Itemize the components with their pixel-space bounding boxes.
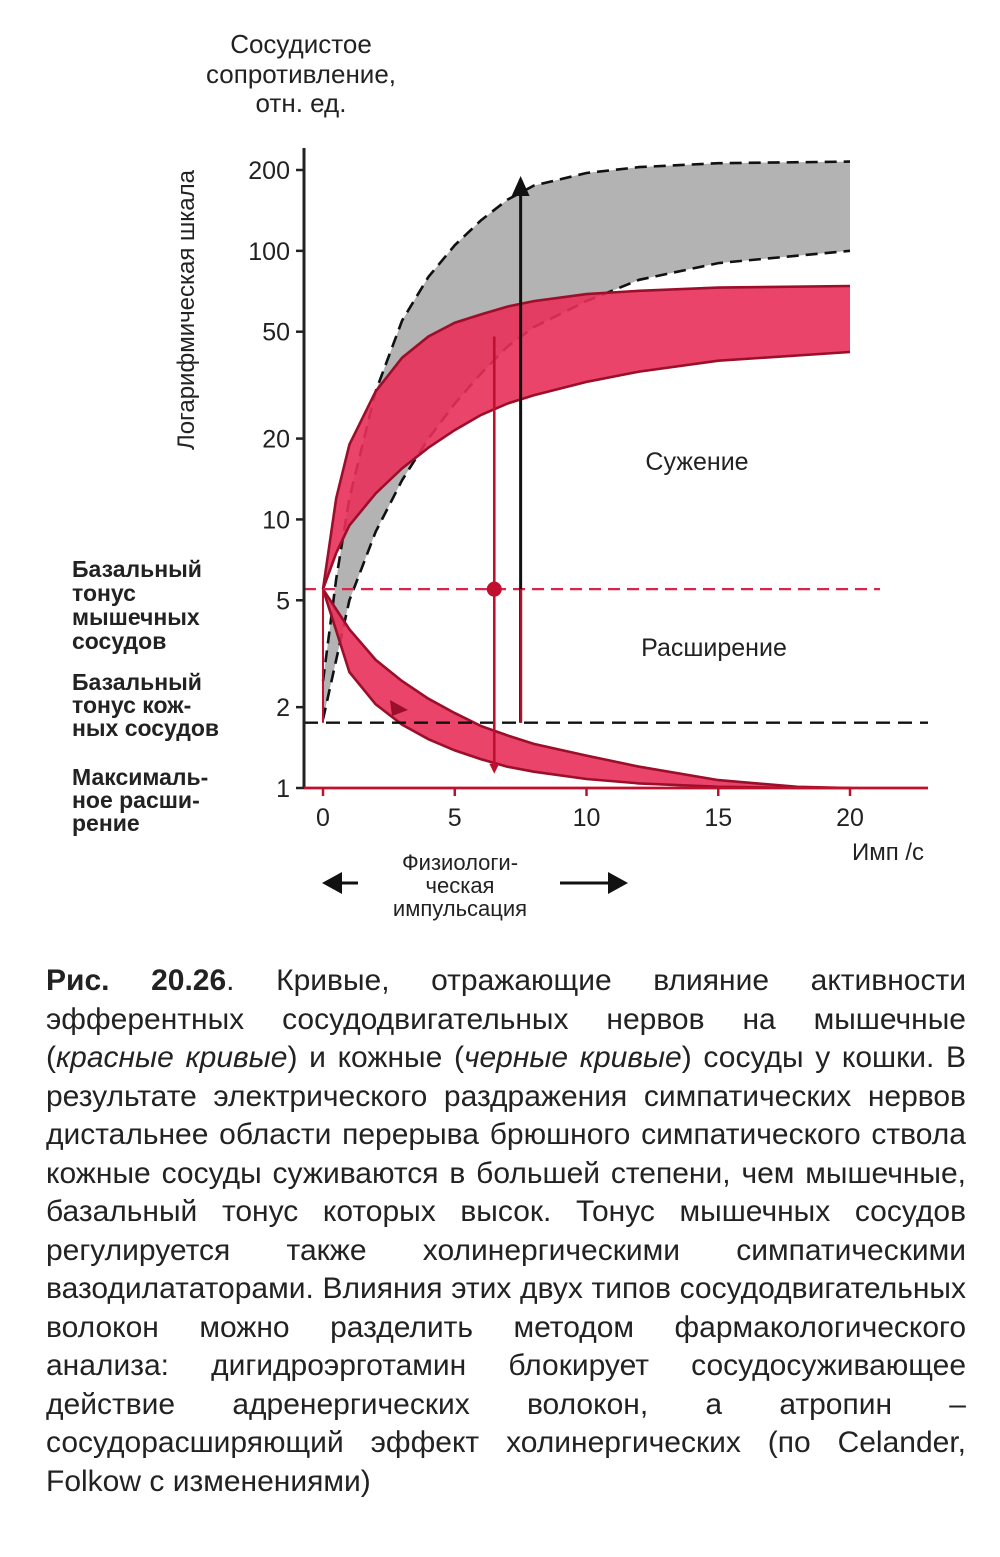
x-tick-label: 0: [316, 804, 330, 832]
x-tick-label: 15: [704, 804, 732, 832]
skin-arrowhead-icon: [511, 175, 530, 197]
band-muscle_constriction-upper-edge: [321, 284, 851, 590]
max-dilation-label-1: Максималь-: [72, 764, 208, 790]
y-tick-label: 2: [276, 694, 290, 722]
y-tick-label: 20: [262, 426, 290, 454]
caption-text-1: . Кривые, отражающие влияние активности …: [46, 964, 966, 1074]
left-arrowhead-icon: [322, 872, 342, 894]
basal-muscle-label-2: тонус: [72, 580, 136, 606]
basal-skin-label-1: Базальный: [72, 669, 202, 695]
caption-italic-2: черные кривые: [463, 1041, 682, 1074]
x-ticks-group: 0 5 10 15 20: [316, 788, 864, 832]
caption-italic-1: красные кривые: [56, 1041, 288, 1074]
band-skin_constriction: [323, 161, 850, 720]
band-muscle_constriction-lower-edge: [321, 350, 851, 590]
basal-muscle-label-4: сосудов: [72, 628, 166, 654]
y-tick-label: 5: [276, 587, 290, 615]
y-tick-label: 100: [248, 238, 290, 266]
x-tick-label: 20: [836, 804, 864, 832]
basal-skin-label-3: ных сосудов: [72, 715, 219, 741]
bands-group: [321, 160, 851, 790]
muscle-basal-point: [486, 581, 502, 597]
physio-label-3: импульсация: [393, 896, 527, 921]
dilation-label: Расширение: [641, 634, 787, 662]
figure-caption: Рис. 20.26. Кривые, отражающие влияние а…: [46, 962, 966, 1501]
y-tick-label: 200: [248, 157, 290, 185]
basal-muscle-label-3: мышечных: [72, 604, 200, 630]
max-dilation-label: Максималь- ное расши- рение: [72, 764, 208, 836]
y-tick-label: 1: [276, 775, 290, 803]
y-ticks-group: 1 2 5 10 20 50 100 200: [248, 157, 304, 803]
y-axis-title-line-3: отн. ед.: [256, 88, 347, 118]
max-dilation-label-3: рение: [72, 810, 140, 836]
band-muscle_constriction: [323, 286, 850, 590]
constriction-label: Сужение: [645, 448, 748, 476]
y-axis-title-line-1: Сосудистое: [230, 29, 372, 59]
figure-number: Рис. 20.26: [46, 964, 227, 997]
basal-skin-label: Базальный тонус кож- ных сосудов: [72, 669, 219, 741]
y-tick-label: 10: [262, 506, 290, 534]
band-muscle_dilation: [323, 589, 850, 788]
x-axis-label: Имп /с: [852, 839, 924, 866]
muscle-dilation-curve-arrow-icon: [390, 700, 408, 716]
chart: Сосудистое сопротивление, отн. ед. Логар…: [72, 29, 928, 921]
basal-muscle-label: Базальный тонус мышечных сосудов: [72, 556, 202, 654]
x-tick-label: 10: [573, 804, 601, 832]
y-scale-label: Логарифмическая шкала: [173, 169, 200, 450]
caption-text-2: ) и кожные (: [287, 1041, 464, 1074]
max-dilation-label-2: ное расши-: [72, 787, 200, 813]
physio-label-2: ческая: [426, 873, 495, 898]
basal-muscle-label-1: Базальный: [72, 556, 202, 582]
x-tick-label: 5: [448, 804, 462, 832]
basal-skin-label-2: тонус кож-: [72, 692, 191, 718]
band-skin_constriction-upper-edge: [321, 160, 851, 682]
right-arrowhead-icon: [608, 872, 628, 894]
caption-text-3: ) сосуды у кошки. В результате электриче…: [46, 1041, 967, 1498]
physiological-range: Физиологи- ческая импульсация: [322, 850, 628, 921]
physio-label-1: Физиологи-: [402, 850, 518, 875]
y-axis-title-line-2: сопротивление,: [206, 59, 396, 89]
y-tick-label: 50: [262, 319, 290, 347]
